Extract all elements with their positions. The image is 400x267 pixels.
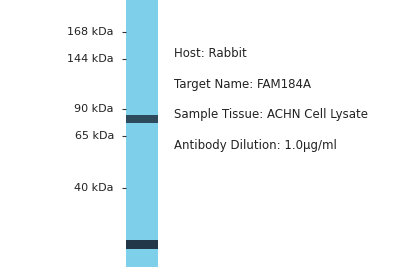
Bar xyxy=(126,0,158,267)
Bar xyxy=(126,240,158,249)
Text: 144 kDa: 144 kDa xyxy=(67,54,114,64)
Text: Sample Tissue: ACHN Cell Lysate: Sample Tissue: ACHN Cell Lysate xyxy=(174,108,368,121)
Text: Host: Rabbit: Host: Rabbit xyxy=(174,47,247,60)
Text: 40 kDa: 40 kDa xyxy=(74,183,114,193)
Text: 168 kDa: 168 kDa xyxy=(68,27,114,37)
Text: Target Name: FAM184A: Target Name: FAM184A xyxy=(174,78,311,91)
Text: 65 kDa: 65 kDa xyxy=(75,131,114,141)
Text: Antibody Dilution: 1.0µg/ml: Antibody Dilution: 1.0µg/ml xyxy=(174,139,337,152)
Bar xyxy=(126,115,158,123)
Text: 90 kDa: 90 kDa xyxy=(74,104,114,115)
